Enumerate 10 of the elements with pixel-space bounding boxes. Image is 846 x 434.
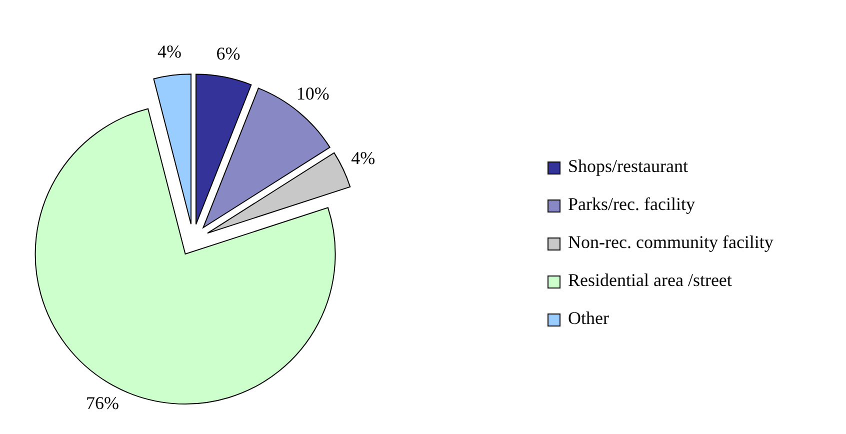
data-label: 4% [351,148,376,168]
data-label: 4% [157,42,182,62]
legend-label: Non-rec. community facility [568,232,774,252]
legend-label: Other [568,308,609,328]
data-label: 6% [216,43,240,64]
legend-label: Residential area /street [568,270,732,290]
data-label: 76% [86,392,119,413]
legend-label: Parks/rec. facility [568,194,695,214]
legend-label: Shops/restaurant [568,156,688,176]
data-label: 10% [296,83,330,104]
